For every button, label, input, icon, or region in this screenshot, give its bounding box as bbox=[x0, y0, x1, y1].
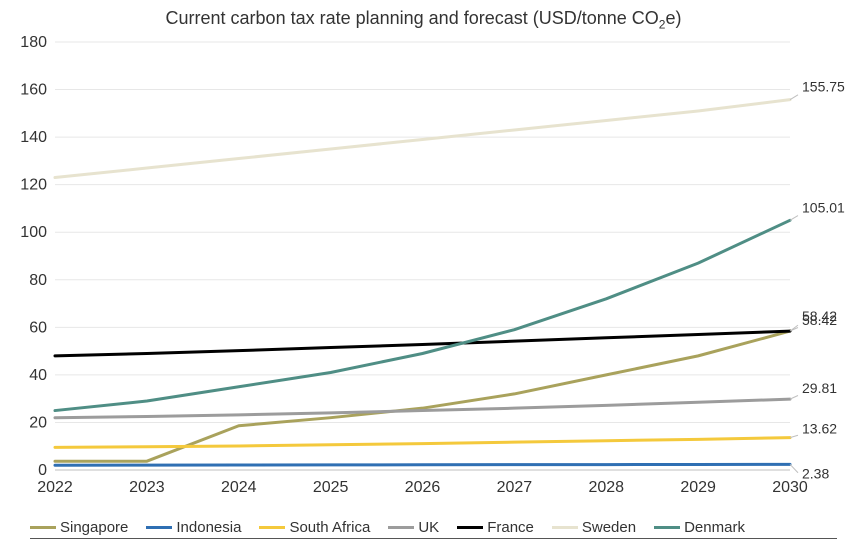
y-tick-label: 180 bbox=[20, 34, 47, 51]
x-tick-label: 2029 bbox=[680, 479, 716, 496]
x-tick-label: 2023 bbox=[129, 479, 165, 496]
legend-swatch bbox=[654, 526, 680, 529]
series-end-label: 13.62 bbox=[802, 421, 837, 437]
legend-label: UK bbox=[418, 519, 439, 536]
legend-item: Indonesia bbox=[146, 519, 241, 536]
legend-label: Singapore bbox=[60, 519, 128, 536]
x-tick-label: 2025 bbox=[313, 479, 349, 496]
x-tick-label: 2030 bbox=[772, 479, 808, 496]
legend-item: Singapore bbox=[30, 519, 128, 536]
series-end-label: 58.42 bbox=[802, 308, 837, 324]
chart-legend: Singapore Indonesia South Africa UK France Sw… bbox=[30, 519, 837, 539]
y-tick-label: 20 bbox=[29, 414, 47, 431]
legend-label: Indonesia bbox=[176, 519, 241, 536]
series-end-label: 2.38 bbox=[802, 465, 829, 481]
series-line bbox=[55, 220, 790, 410]
end-label-leader bbox=[790, 216, 798, 221]
y-tick-label: 0 bbox=[38, 462, 47, 479]
series-line bbox=[55, 464, 790, 465]
series-end-label: 29.81 bbox=[802, 380, 837, 396]
legend-swatch bbox=[146, 526, 172, 529]
legend-item: Denmark bbox=[654, 519, 745, 536]
end-label-leader bbox=[790, 396, 798, 400]
x-tick-label: 2028 bbox=[588, 479, 624, 496]
legend-swatch bbox=[552, 526, 578, 529]
y-tick-label: 80 bbox=[29, 272, 47, 289]
y-tick-label: 160 bbox=[20, 82, 47, 99]
y-tick-label: 100 bbox=[20, 224, 47, 241]
series-end-label: 155.75 bbox=[802, 79, 845, 95]
legend-label: Sweden bbox=[582, 519, 636, 536]
legend-label: Denmark bbox=[684, 519, 745, 536]
x-tick-label: 2027 bbox=[497, 479, 533, 496]
chart-svg: 0 20 40 60 80 100 120 140 160 180 2022 2023 2024 2025… bbox=[0, 0, 847, 545]
legend-swatch bbox=[457, 526, 483, 529]
legend-label: South Africa bbox=[289, 519, 370, 536]
legend-item: UK bbox=[388, 519, 439, 536]
series-end-label: 105.01 bbox=[802, 199, 845, 215]
series-line bbox=[55, 100, 790, 178]
legend-swatch bbox=[30, 526, 56, 529]
x-tick-label: 2022 bbox=[37, 479, 73, 496]
chart-container: Current carbon tax rate planning and for… bbox=[0, 0, 847, 545]
legend-item: France bbox=[457, 519, 534, 536]
legend-label: France bbox=[487, 519, 534, 536]
end-label-leader bbox=[790, 464, 798, 472]
y-tick-label: 140 bbox=[20, 129, 47, 146]
series-line bbox=[55, 331, 790, 461]
y-tick-label: 40 bbox=[29, 367, 47, 384]
y-tick-label: 60 bbox=[29, 319, 47, 336]
end-label-leader bbox=[790, 95, 798, 100]
series-line bbox=[55, 438, 790, 448]
x-tick-label: 2024 bbox=[221, 479, 257, 496]
legend-swatch bbox=[259, 526, 285, 529]
legend-item: South Africa bbox=[259, 519, 370, 536]
y-tick-label: 120 bbox=[20, 177, 47, 194]
legend-swatch bbox=[388, 526, 414, 529]
legend-item: Sweden bbox=[552, 519, 636, 536]
x-tick-label: 2026 bbox=[405, 479, 441, 496]
end-label-leader bbox=[790, 435, 798, 437]
